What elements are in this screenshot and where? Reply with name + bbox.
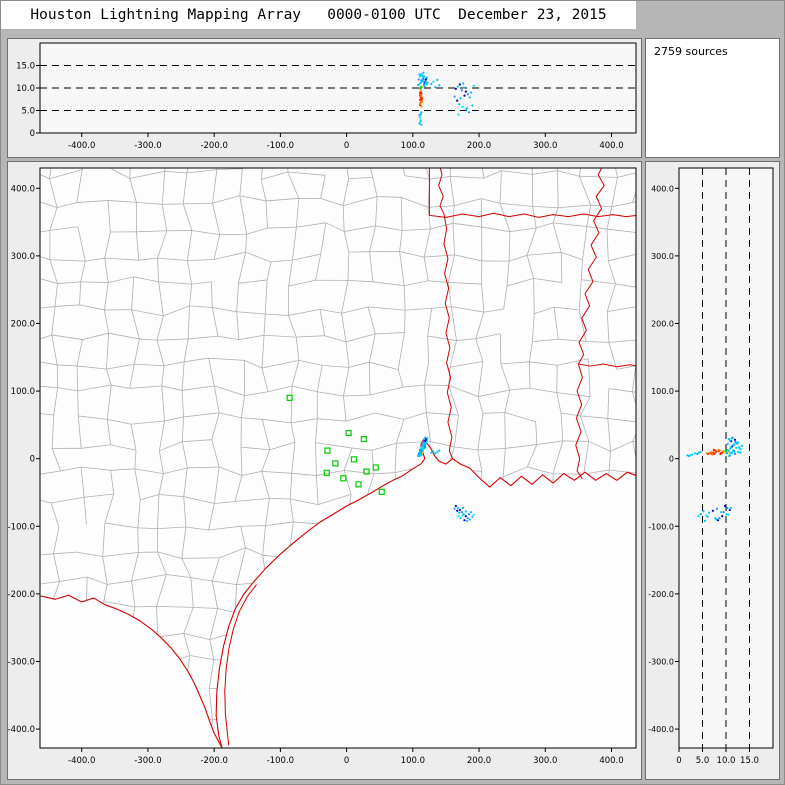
svg-text:400.0: 400.0 bbox=[599, 141, 623, 151]
altitude-vs-ns-panel: 0 5.0 10.0 15.0 -400.0 -300.0 -200.0 -100.0 0 100… bbox=[645, 161, 780, 780]
svg-text:300.0: 300.0 bbox=[651, 252, 674, 261]
svg-text:-400.0: -400.0 bbox=[8, 725, 35, 735]
lightning-sources-layer bbox=[417, 71, 475, 126]
axis-labels: -400.0 -300.0 -200.0 -100.0 0 100.0 200.0 300.0… bbox=[16, 62, 624, 152]
svg-text:-100.0: -100.0 bbox=[267, 141, 294, 151]
altitude-guides bbox=[702, 168, 750, 748]
svg-text:400.0: 400.0 bbox=[651, 184, 674, 193]
svg-text:-400.0: -400.0 bbox=[68, 141, 95, 151]
svg-text:-200.0: -200.0 bbox=[200, 756, 227, 766]
svg-text:-400.0: -400.0 bbox=[648, 725, 674, 734]
svg-text:100.0: 100.0 bbox=[401, 141, 425, 151]
lma-stations bbox=[286, 394, 385, 495]
plot-title: Houston Lightning Mapping Array 0000-010… bbox=[1, 1, 636, 29]
plan-view-map-panel: -400.0 -300.0 -200.0 -100.0 0 100.0 200.0 300.0… bbox=[7, 161, 642, 780]
svg-text:0: 0 bbox=[344, 141, 349, 151]
altitude-vs-ns-chart: 0 5.0 10.0 15.0 -400.0 -300.0 -200.0 -100.0 0 100… bbox=[648, 167, 774, 766]
svg-text:100.0: 100.0 bbox=[401, 756, 425, 766]
state-borders bbox=[224, 168, 636, 746]
svg-text:10.0: 10.0 bbox=[717, 756, 736, 766]
altitude-vs-ew-panel: -400.0 -300.0 -200.0 -100.0 0 100.0 200.0 300.0… bbox=[7, 38, 642, 158]
plan-view-map-chart: -400.0 -300.0 -200.0 -100.0 0 100.0 200.0 300.0… bbox=[8, 167, 637, 766]
sources-count-panel: 2759 sources bbox=[645, 38, 780, 158]
svg-text:-400.0: -400.0 bbox=[68, 756, 95, 766]
svg-text:0: 0 bbox=[30, 129, 35, 139]
lightning-sources-layer bbox=[417, 436, 475, 522]
svg-text:-300.0: -300.0 bbox=[134, 141, 161, 151]
svg-text:300.0: 300.0 bbox=[533, 756, 557, 766]
svg-text:5.0: 5.0 bbox=[696, 756, 710, 766]
svg-text:-300.0: -300.0 bbox=[8, 657, 35, 667]
svg-text:300.0: 300.0 bbox=[533, 141, 557, 151]
svg-text:-200.0: -200.0 bbox=[200, 141, 227, 151]
svg-text:5.0: 5.0 bbox=[21, 107, 35, 117]
svg-text:-100.0: -100.0 bbox=[648, 522, 674, 531]
svg-text:-300.0: -300.0 bbox=[134, 756, 161, 766]
svg-text:-300.0: -300.0 bbox=[648, 657, 674, 666]
svg-text:0: 0 bbox=[676, 756, 681, 766]
axis-labels: 0 5.0 10.0 15.0 -400.0 -300.0 -200.0 -100.0 0 100… bbox=[648, 184, 759, 766]
svg-text:10.0: 10.0 bbox=[16, 84, 35, 94]
svg-text:15.0: 15.0 bbox=[740, 756, 759, 766]
axis-labels: -400.0 -300.0 -200.0 -100.0 0 100.0 200.0 300.0… bbox=[8, 184, 624, 766]
altitude-guides bbox=[40, 65, 636, 111]
svg-text:100.0: 100.0 bbox=[11, 387, 35, 397]
svg-text:-100.0: -100.0 bbox=[8, 522, 35, 532]
altitude-vs-ew-chart: -400.0 -300.0 -200.0 -100.0 0 100.0 200.0 300.0… bbox=[16, 42, 637, 152]
svg-text:15.0: 15.0 bbox=[16, 62, 35, 72]
svg-text:0: 0 bbox=[344, 756, 349, 766]
svg-text:400.0: 400.0 bbox=[11, 184, 35, 194]
svg-text:200.0: 200.0 bbox=[467, 756, 491, 766]
svg-text:0: 0 bbox=[669, 455, 674, 464]
svg-text:200.0: 200.0 bbox=[651, 319, 674, 328]
sources-count-label: 2759 sources bbox=[654, 45, 728, 58]
svg-text:-200.0: -200.0 bbox=[8, 590, 35, 600]
svg-text:-200.0: -200.0 bbox=[648, 590, 674, 599]
svg-text:200.0: 200.0 bbox=[11, 319, 35, 329]
svg-text:300.0: 300.0 bbox=[11, 252, 35, 262]
svg-text:200.0: 200.0 bbox=[467, 141, 491, 151]
svg-text:-100.0: -100.0 bbox=[267, 756, 294, 766]
svg-text:400.0: 400.0 bbox=[599, 756, 623, 766]
svg-text:100.0: 100.0 bbox=[651, 387, 674, 396]
lightning-sources-layer bbox=[686, 436, 744, 522]
svg-text:0: 0 bbox=[30, 455, 35, 465]
